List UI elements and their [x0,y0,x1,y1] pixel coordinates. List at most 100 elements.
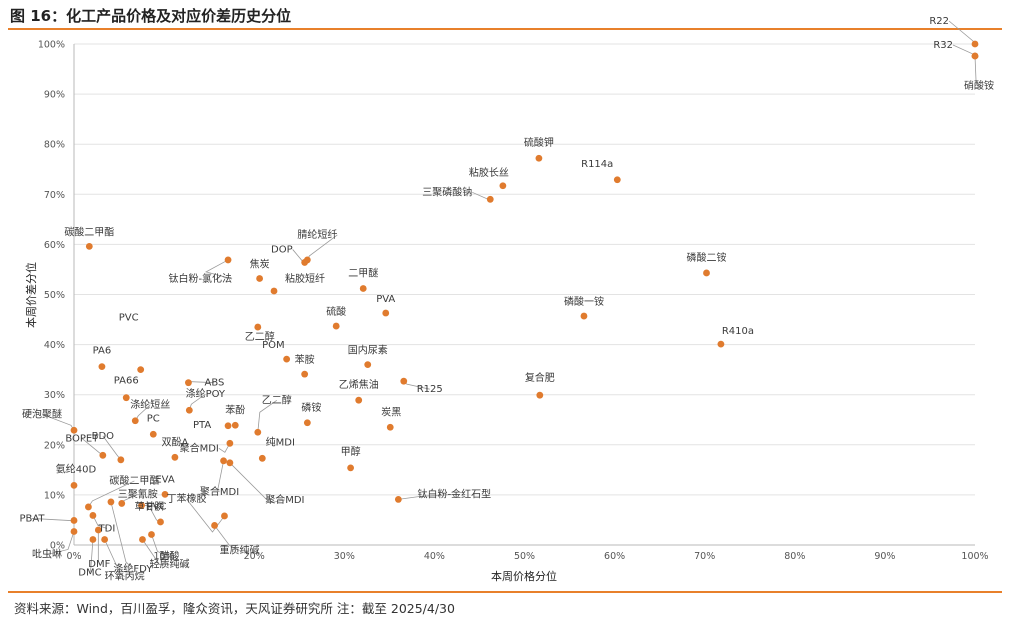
scatter-point [332,322,340,330]
figure-title: 图 16：化工产品价格及对应价差历史分位 [10,7,292,25]
label-leader-line [974,56,980,87]
scatter-point [99,451,107,459]
point-label: R410a [722,326,754,337]
scatter-point [70,517,78,524]
point-label: 腈纶短纤 [297,228,337,241]
point-label: TDI [98,523,116,534]
x-tick-label: 10% [154,551,175,562]
scatter-point [161,490,169,498]
point-label: 纯MDI [266,435,295,448]
scatter-point [224,256,232,264]
scatter-point [382,309,390,317]
point-label: PVC [147,501,167,512]
grid-lines [74,43,975,496]
point-label: 乙二醇 [245,330,275,343]
point-label: POM [262,340,285,351]
label-leader-line [257,399,278,433]
y-tick-label: 50% [44,290,65,301]
scatter-point [499,182,507,190]
scatter-point [148,531,155,538]
y-tick-label: 80% [44,140,65,151]
scatter-point [70,481,78,489]
y-tick-label: 30% [44,390,65,401]
scatter-point [131,417,139,425]
point-label: BOPET [65,433,99,444]
point-label: ABS [204,378,224,389]
label-leader-line [46,531,75,555]
scatter-point [137,366,145,374]
scatter-point [117,456,125,464]
scatter-point [971,52,979,60]
scatter-point [717,340,725,348]
point-label: 炭黑 [381,406,401,418]
point-label: 硬泡聚醚 [22,407,62,420]
point-label: 碳酸二甲酯 [109,474,159,487]
point-label: R114a [581,159,613,170]
point-label: 丁苯橡胶 [166,492,206,505]
scatter-point [303,419,311,427]
y-tick-label: 60% [44,240,65,251]
scatter-point [138,502,145,509]
y-axis-label: 本周价差分位 [24,262,38,328]
title-rule [8,28,1002,30]
point-label: 甲醇 [341,445,361,458]
point-label: 三聚氰胺 [118,487,158,500]
point-label: PBAT [19,513,45,524]
scatter-point [270,287,278,295]
scatter-point [256,275,264,282]
point-label: 复合肥 [525,371,555,384]
point-label: 磷酸二铵 [687,251,727,264]
point-label: 涤纶POY [186,387,226,400]
point-label: DMC [78,567,101,578]
point-label: PTA [193,420,211,431]
point-label: PA6 [93,346,112,357]
scatter-point [355,396,363,404]
point-label: 硫酸钾 [524,136,554,149]
y-tick-label: 100% [38,40,65,51]
scatter-point [94,526,102,534]
point-label: 磷酸一铵 [564,295,604,308]
point-label: PVA [376,294,395,305]
point-label: 苯酚 [225,403,245,416]
scatter-point [85,503,92,511]
scatter-point [400,377,408,385]
x-tick-label: 90% [874,551,895,562]
scatter-point [301,370,309,378]
point-label: 碳酸二甲酯 [64,225,114,238]
scatter-point [220,457,227,465]
scatter-point [535,154,543,162]
y-tick-label: 90% [44,90,65,101]
point-label: 聚合MDI [180,441,219,454]
scatter-point [486,195,494,203]
scatter-point [107,498,115,506]
scatter-point [580,312,588,320]
scatter-point [139,536,146,543]
point-label: 聚合MDI [200,485,239,498]
label-leader-line [952,44,976,57]
x-tick-label: 60% [604,551,625,562]
point-label: 吡虫啉 [32,548,62,560]
scatter-point [258,454,266,462]
scatter-point [347,464,355,472]
point-label: 粘胶短纤 [285,272,325,285]
scatter-point [70,426,78,434]
scatter-point [231,421,239,429]
scatter-point [394,496,402,503]
point-label: BDO [92,431,115,442]
point-label: 磷铵 [301,401,321,414]
source-note: 资料来源：Wind，百川盈孚，隆众资讯，天风证券研究所 注：截至 2025/4/… [14,601,455,616]
point-label: EVA [155,474,175,485]
point-label: 苯胺 [295,353,315,366]
point-label: PA66 [114,376,139,387]
label-leader-line [229,462,285,504]
scatter-point [613,176,621,184]
x-tick-label: 30% [334,551,355,562]
scatter-point [971,40,979,48]
scatter-point [301,259,309,266]
scatter-point [157,518,164,526]
scatter-point [226,439,234,447]
label-leader-line [89,539,94,573]
scatter-point [703,269,710,277]
